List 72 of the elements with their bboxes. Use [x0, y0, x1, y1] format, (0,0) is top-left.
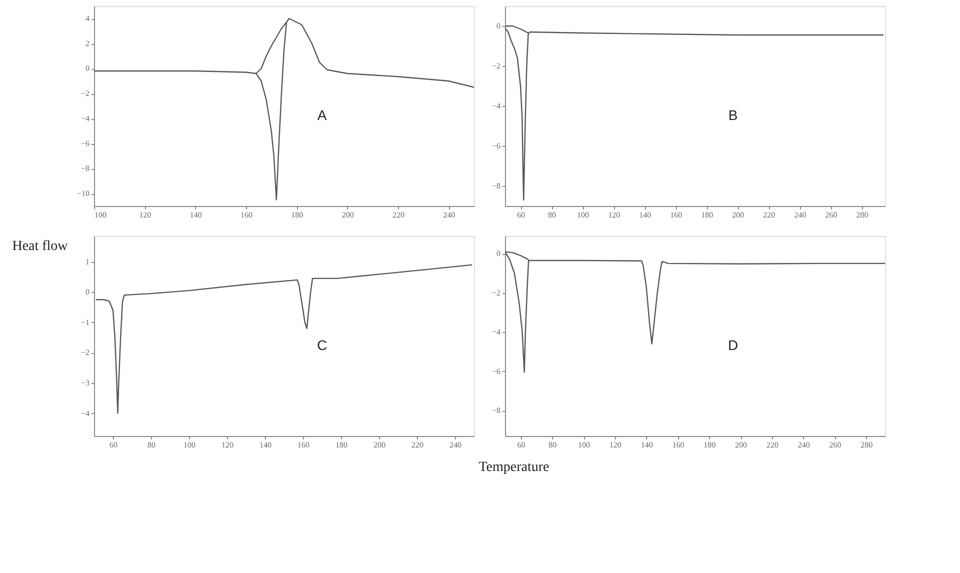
x-tick-label: 140: [640, 440, 653, 450]
x-tick-label: 140: [260, 440, 272, 450]
x-tick-label: 280: [860, 440, 873, 450]
x-tick-label: 200: [732, 210, 744, 220]
annotation: A: [317, 107, 328, 123]
y-tick-label: 0: [496, 249, 500, 258]
x-tick-label: 80: [148, 440, 156, 450]
y-tick-label: 4: [86, 14, 90, 23]
y-tick-label: −8: [492, 406, 500, 416]
x-tick-label: 120: [608, 210, 620, 220]
x-tick-label: 180: [701, 210, 714, 220]
y-tick-label: 0: [496, 22, 500, 30]
y-tick-label: −6: [492, 366, 500, 376]
x-tick-label: 240: [798, 440, 810, 450]
y-tick-label: −4: [492, 102, 500, 110]
y-axis-title: Heat flow: [12, 239, 69, 254]
x-tick-label: 80: [548, 440, 557, 450]
y-tick-label: −6: [492, 142, 500, 150]
x-tick-label: 60: [517, 440, 526, 450]
y-tick-label: −8: [492, 182, 500, 190]
x-tick-label: 60: [517, 210, 526, 220]
y-tick-label: −3: [80, 378, 90, 388]
x-tick-label: 180: [291, 210, 304, 220]
x-tick-label: 160: [240, 210, 252, 220]
x-tick-label: 240: [794, 210, 806, 220]
x-tick-label: 100: [577, 210, 590, 220]
x-tick-label: 220: [412, 440, 424, 450]
y-tick-label: −2: [80, 89, 90, 98]
y-tick-label: 2: [86, 39, 90, 48]
y-tick-label: −1: [80, 318, 90, 327]
y-tick-label: 0: [86, 64, 90, 73]
x-tick-label: 260: [825, 210, 838, 220]
y-tick-label: −4: [492, 328, 500, 337]
annotation: C: [316, 337, 328, 353]
x-tick-label: 160: [672, 440, 684, 450]
y-tick-label: 0: [86, 288, 90, 297]
x-tick-label: 140: [639, 210, 652, 220]
y-tick-label: −6: [80, 139, 90, 148]
y-tick-label: −8: [80, 164, 90, 173]
x-tick-label: 120: [222, 440, 234, 450]
y-tick-label: −2: [492, 62, 500, 70]
annotation: B: [728, 107, 738, 123]
x-tick-label: 280: [856, 210, 868, 220]
x-tick-label: 120: [139, 210, 152, 220]
y-tick-label: −4: [80, 114, 90, 123]
y-tick-label: −4: [80, 408, 90, 418]
x-tick-label: 180: [704, 440, 716, 450]
y-tick-label: 1: [86, 257, 90, 266]
x-tick-label: 200: [735, 440, 748, 450]
y-tick-label: −2: [80, 348, 90, 358]
x-tick-label: 160: [298, 440, 310, 450]
x-tick-label: 100: [184, 440, 196, 450]
x-tick-label: 200: [342, 210, 354, 220]
x-tick-label: 140: [190, 210, 202, 220]
y-tick-label: −2: [492, 288, 500, 298]
x-tick-label: 240: [450, 440, 462, 450]
x-tick-label: 260: [829, 440, 842, 450]
x-tick-label: 180: [336, 440, 348, 450]
annotation: D: [728, 337, 738, 353]
x-tick-label: 220: [766, 440, 778, 450]
x-tick-label: 220: [763, 210, 776, 220]
x-tick-label: 80: [548, 210, 556, 220]
x-tick-label: 100: [94, 210, 106, 220]
x-tick-label: 60: [110, 440, 118, 450]
x-tick-label: 220: [392, 210, 404, 220]
y-tick-label: −10: [76, 189, 90, 198]
x-tick-label: 240: [443, 210, 456, 220]
x-tick-label: 100: [578, 440, 590, 450]
x-tick-label: 160: [670, 210, 682, 220]
x-axis-title: Temperature: [478, 460, 550, 475]
x-tick-label: 200: [374, 440, 386, 450]
x-tick-label: 120: [609, 440, 622, 450]
